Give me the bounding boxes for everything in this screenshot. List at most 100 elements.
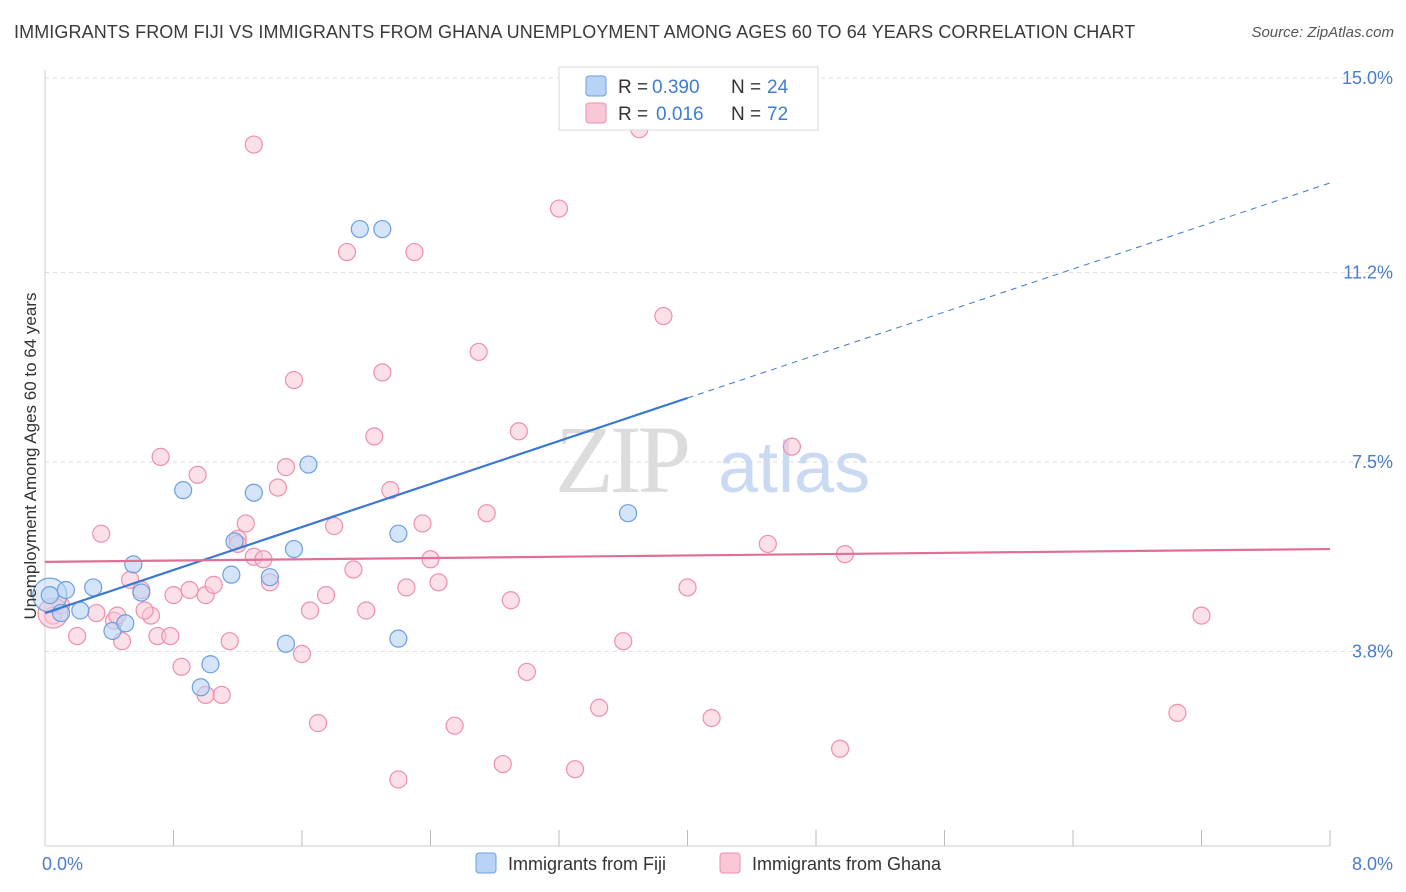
ghana-point [758,534,777,554]
ghana-point [590,698,609,717]
ghana-point [344,560,363,579]
legend-fiji-n-label: N = [731,77,761,98]
ghana-point [135,601,154,620]
fiji-point [244,483,263,502]
legend-fiji-r-label: R = [618,77,648,98]
fiji-point [84,578,103,597]
ghana-point [68,626,87,646]
legend-ghana-swatch [585,102,607,124]
ghana-point [1168,703,1187,722]
y-tick-label-0: 3.8% [1352,641,1393,661]
ghana-point [373,363,392,382]
fiji-point [350,219,369,239]
fiji-point [124,555,143,574]
ghana-points [32,120,1211,789]
ghana-point [337,242,357,262]
ghana-point [830,739,850,758]
ghana-point [614,632,633,651]
y-axis-label: Unemployment Among Ages 60 to 64 years [21,293,40,620]
fiji-point [389,524,408,543]
fiji-point [116,614,135,633]
fiji-point [299,455,318,474]
legend-fiji-n-value: 24 [767,77,789,98]
ghana-point [381,481,400,500]
fiji-point [132,583,151,602]
ghana-point [172,657,191,676]
fiji-point [56,580,75,600]
ghana-point [413,514,432,533]
ghana-point [517,662,536,682]
fiji-point [389,629,408,648]
ghana-point [236,514,255,533]
fiji-trend-extension [687,182,1331,399]
ghana-point [292,644,312,664]
correlation-legend: R = 0.390 N = 24 R = 0.016 N = 72 [558,66,819,131]
ghana-point [284,370,304,390]
ghana-point [204,575,223,594]
chart-title: IMMIGRANTS FROM FIJI VS IMMIGRANTS FROM … [14,22,1136,42]
fiji-point [276,634,296,653]
x-tick-min: 0.0% [42,854,83,874]
bottom-legend-fiji-swatch [475,852,497,874]
fiji-point [284,539,304,559]
ghana-point [151,447,170,466]
y-tick-label-3: 15.0% [1342,68,1393,88]
legend-ghana-r-value: 0.016 [656,104,704,125]
ghana-point [549,199,569,218]
ghana-point [405,242,424,262]
ghana-point [308,714,328,733]
legend-ghana-n-value: 72 [767,104,788,125]
fiji-points [40,219,638,697]
fiji-point [40,586,59,605]
ghana-point [300,601,320,620]
y-tick-label-2: 11.2% [1343,263,1393,283]
bottom-legend-ghana-swatch [719,852,741,874]
ghana-point [702,708,721,728]
ghana-point [212,685,231,705]
ghana-point [316,586,336,605]
bottom-legend-fiji: Immigrants from Fiji [508,854,666,874]
ghana-point [365,427,384,446]
y-tick-labels: 3.8% 7.5% 11.2% 15.0% [1342,68,1393,661]
ghana-point [389,770,408,789]
legend-fiji-swatch [585,75,607,97]
bottom-legend-ghana: Immigrants from Ghana [752,854,942,874]
legend-ghana-n-label: N = [731,104,761,125]
fiji-point [222,565,241,584]
y-tick-label-1: 7.5% [1352,452,1393,472]
ghana-point [276,458,296,477]
axes [44,70,1331,847]
x-tick-max: 8.0% [1352,854,1393,874]
ghana-point [565,760,585,779]
trend-lines [44,182,1331,615]
ghana-point [501,591,520,610]
ghana-point [493,754,512,774]
ghana-point [429,573,448,592]
ghana-trend-line [44,547,1331,563]
fiji-point [191,678,210,697]
fiji-point [201,655,220,674]
fiji-point [174,481,193,500]
ghana-point [678,578,697,597]
legend-ghana-r-label: R = [618,104,648,125]
ghana-point [654,306,673,326]
ghana-point [180,580,199,600]
ghana-point [509,422,528,441]
ghana-point [357,601,376,620]
gridlines [45,77,1390,652]
fiji-point [618,504,638,523]
ghana-point [244,135,263,154]
ghana-point [469,342,488,362]
ghana-point [397,578,416,597]
ghana-point [92,524,111,543]
ghana-point [161,626,180,646]
fiji-point [260,568,279,587]
legend-fiji-r-value: 0.390 [652,77,700,98]
source-label: Source: ZipAtlas.com [1251,24,1394,41]
ghana-point [164,586,183,605]
watermark-zip: ZIP [555,406,688,513]
ghana-point [782,437,802,456]
ghana-point [477,504,496,523]
ghana-point [1192,606,1211,625]
